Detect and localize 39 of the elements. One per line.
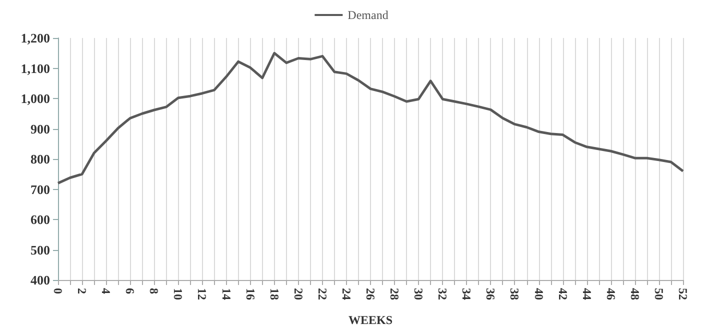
x-tick-label: 44 [580,288,594,300]
x-tick-label: 50 [652,288,666,300]
x-tick-label: 8 [147,288,162,294]
x-tick-label: 4 [99,288,114,294]
x-tick-label: 52 [676,288,690,300]
y-tick-label: 700 [30,182,50,197]
x-tick-label: 20 [291,288,306,300]
x-tick-label: 0 [51,288,65,294]
y-tick-label: 400 [30,272,50,288]
x-tick-label: 36 [484,288,498,300]
x-tick-label: 24 [339,288,354,300]
y-tick-label: 1,200 [20,30,50,46]
x-tick-label: 40 [532,288,546,300]
x-tick-label: 26 [364,288,378,300]
x-tick-label: 2 [75,288,90,294]
y-tick-label: 500 [30,242,50,258]
x-tick-label: 16 [243,288,258,300]
x-tick-label: 32 [436,288,450,300]
line-series [56,52,684,184]
legend-label: Demand [348,8,388,22]
y-tick-label: 800 [30,152,50,166]
y-tick-label: 900 [30,121,50,136]
x-tick-label: 14 [219,288,234,300]
y-tick-label: 1,100 [20,60,50,76]
x-tick-label: 22 [315,288,330,300]
x-tick-label: 30 [412,288,426,300]
x-tick-label: 28 [388,288,402,300]
y-tick-label: 600 [30,212,50,227]
x-tick-label: 42 [556,288,570,300]
x-tick-label: 18 [267,288,282,300]
x-tick-label: 12 [195,288,210,300]
x-tick-label: 38 [508,288,522,300]
x-tick-label: 34 [460,288,474,300]
x-tick-label: 48 [628,288,642,300]
x-tick-label: 6 [123,288,138,294]
x-axis-title: WEEKS [348,313,393,327]
y-tick-label: 1,000 [20,91,50,106]
x-tick-label: 46 [604,288,618,300]
x-tick-label: 10 [171,288,186,300]
